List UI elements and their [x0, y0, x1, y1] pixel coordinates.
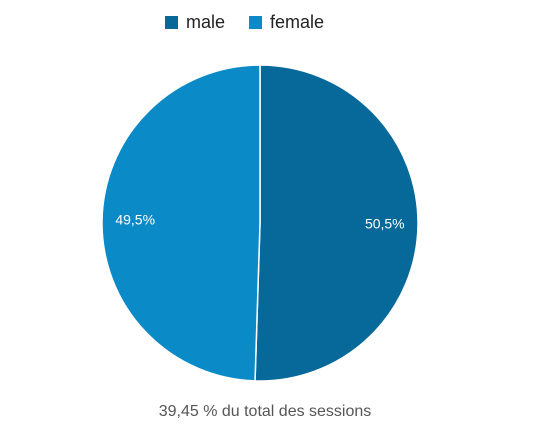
caption: 39,45 % du total des sessions — [159, 403, 372, 420]
legend-label: male — [186, 12, 225, 32]
pie-slice — [101, 64, 261, 382]
slice-label: 49,5% — [115, 212, 155, 228]
legend-label: female — [270, 12, 324, 32]
slice-label: 50,5% — [365, 216, 405, 232]
legend-swatch — [165, 16, 178, 29]
pie-slice — [254, 64, 419, 382]
legend-swatch — [249, 16, 263, 29]
